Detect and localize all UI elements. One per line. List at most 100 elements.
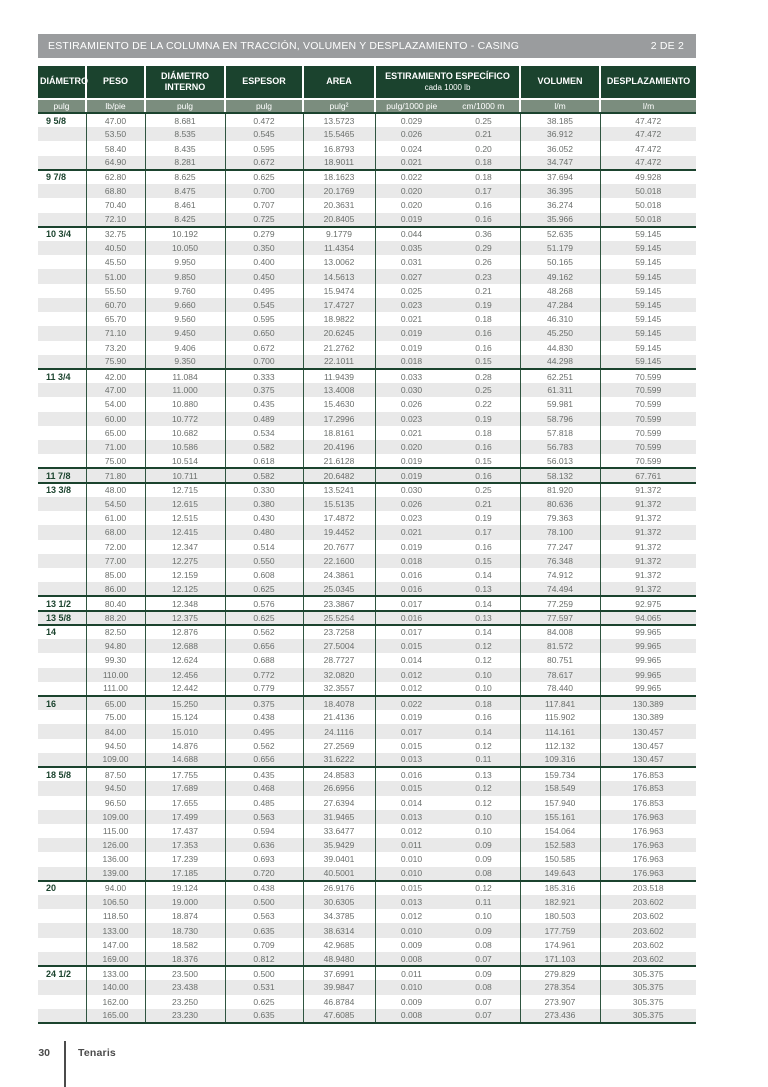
table-row: 75.00 10.514 0.618 21.6128 0.019 0.15 56.013 70… [38,454,697,469]
data-cell: 54.00 [85,397,145,412]
data-cell: 17.655 [144,795,225,810]
data-cell: 53.50 [85,127,145,142]
data-cell: 36.052 [519,141,601,156]
data-cell: 0.480 [224,525,303,540]
data-cell: 12.347 [144,539,225,554]
data-cell: 9.350 [144,354,225,369]
data-cell: 23.230 [144,1008,225,1023]
data-cell: 0.14 [447,724,521,739]
data-cell: 46.310 [519,312,601,327]
diameter-cell [38,639,86,654]
data-cell: 133.00 [85,923,145,938]
data-cell: 20.3631 [302,198,375,213]
data-cell: 32.75 [85,225,145,241]
casing-stretch-table: DIÁMETRO PESO DIÁMETRO INTERNO ESPESOR A… [38,66,697,1024]
data-cell: 10.880 [144,397,225,412]
diameter-cell [38,568,86,582]
data-cell: 61.00 [85,511,145,526]
data-cell: 136.00 [85,852,145,867]
data-cell: 77.247 [519,539,601,554]
data-cell: 9.1779 [302,225,375,241]
data-cell: 0.21 [475,285,492,296]
data-cell: 0.25 [475,115,492,126]
data-cell: 15.4630 [302,397,375,412]
data-cell: 0.08 [475,939,492,950]
data-cell: 94.00 [85,879,145,896]
data-cell: 21.4136 [302,710,375,725]
data-cell: 0.09 [447,965,521,981]
diameter-cell [38,525,86,540]
data-cell: 21.2762 [302,340,375,355]
data-cell: 111.00 [85,681,145,696]
data-cell: 33.6477 [302,823,375,839]
data-cell: 0.018 [374,553,448,568]
data-cell: 0.16 [475,541,492,552]
data-cell: 17.755 [144,766,225,782]
data-cell: 15.9474 [302,283,375,298]
table-row: 61.00 12.515 0.430 17.4872 0.023 0.19 79.363 91… [38,511,697,526]
data-cell: 75.90 [85,354,145,369]
table-row: 60.70 9.660 0.545 17.4727 0.023 0.19 47.284 59.… [38,297,697,313]
diameter-cell [38,653,86,667]
data-cell: 77.597 [519,609,601,625]
data-cell: 0.12 [447,879,521,896]
data-cell: 20.8405 [302,212,375,227]
data-cell: 8.461 [144,198,225,213]
data-cell: 176.963 [599,838,697,853]
diameter-cell: 16 [38,694,86,711]
data-cell: 0.020 [374,440,448,455]
data-cell: 58.40 [85,141,145,156]
col-header-peso: PESO [85,66,145,99]
table-row: 70.40 8.461 0.707 20.3631 0.020 0.16 36.274 50.… [38,198,697,213]
data-cell: 180.503 [519,909,601,924]
diameter-cell: 10 3/4 [38,225,86,241]
diameter-cell [38,326,86,341]
data-cell: 169.00 [85,951,145,967]
data-cell: 11.9439 [302,367,375,384]
data-cell: 74.912 [519,568,601,583]
data-cell: 59.981 [519,397,601,412]
data-cell: 0.021 [374,312,448,327]
data-cell: 99.30 [85,653,145,668]
data-cell: 154.064 [519,823,601,839]
data-cell: 0.635 [224,923,303,938]
data-cell: 158.549 [519,781,601,796]
page-footer: 30 Tenaris [0,1041,300,1087]
data-cell: 8.681 [144,113,225,128]
data-cell: 0.10 [475,826,492,837]
data-cell: 0.636 [224,838,303,853]
diameter-cell [38,212,86,227]
table-row: 45.50 9.950 0.400 13.0062 0.031 0.26 50.165 59.… [38,255,697,270]
data-cell: 59.145 [599,269,697,284]
col-header-espesor: ESPESOR [224,66,303,99]
data-cell: 0.672 [224,155,303,170]
data-cell: 99.965 [599,667,697,682]
data-cell: 0.12 [447,781,521,796]
data-cell: 0.019 [374,326,448,341]
data-cell: 0.044 [374,225,448,241]
diameter-cell [38,312,86,326]
table-row: 11 7/8 71.80 10.711 0.582 20.6482 0.019 0.16 58… [38,467,697,483]
data-cell: 0.20 [475,143,492,154]
table-row: 106.50 19.000 0.500 30.6305 0.013 0.11 182.921… [38,895,697,910]
data-cell: 15.5135 [302,496,375,512]
data-cell: 0.026 [374,496,448,512]
diameter-cell [38,938,86,952]
table-row: 111.00 12.442 0.779 32.3557 0.012 0.10 78.440 9… [38,681,697,696]
data-cell: 0.021 [374,155,448,170]
data-cell: 0.018 [374,354,448,369]
data-cell: 26.9176 [302,879,375,896]
data-cell: 12.515 [144,511,225,526]
table-row: 18 5/8 87.50 17.755 0.435 24.8583 0.016 0.13 15… [38,766,697,782]
diameter-cell [38,284,86,298]
diameter-cell [38,454,86,468]
data-cell: 82.50 [85,623,145,640]
data-cell: 12.159 [144,568,225,583]
data-cell: 0.16 [447,440,521,455]
data-cell: 0.17 [447,184,521,199]
data-cell: 20.7677 [302,539,375,554]
table-row: 71.10 9.450 0.650 20.6245 0.019 0.16 45.250 59.… [38,326,697,341]
data-cell: 203.602 [599,937,697,952]
data-cell: 0.17 [447,525,521,540]
table-row: 84.00 15.010 0.495 24.1116 0.017 0.14 114.161 1… [38,724,697,739]
